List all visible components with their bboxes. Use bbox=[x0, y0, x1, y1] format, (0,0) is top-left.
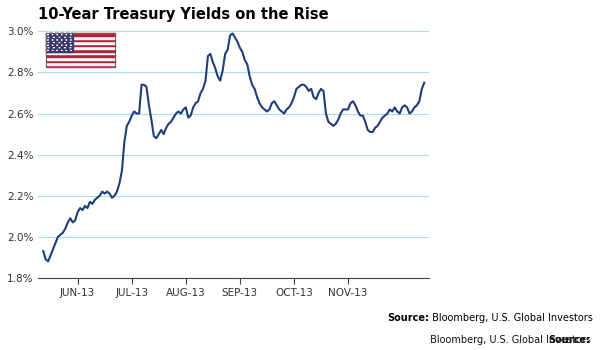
Bar bbox=[46, 38, 115, 41]
Bar bbox=[46, 34, 115, 67]
Bar bbox=[46, 44, 115, 47]
Bar bbox=[46, 65, 115, 67]
Bar bbox=[46, 52, 115, 54]
Text: Source:: Source: bbox=[548, 335, 590, 345]
Bar bbox=[46, 41, 115, 44]
Text: Source:: Source: bbox=[387, 313, 429, 323]
Bar bbox=[46, 47, 115, 49]
Text: 10-Year Treasury Yields on the Rise: 10-Year Treasury Yields on the Rise bbox=[38, 7, 329, 22]
Bar bbox=[46, 54, 115, 57]
Text: Bloomberg, U.S. Global Investors: Bloomberg, U.S. Global Investors bbox=[427, 335, 591, 345]
Bar bbox=[46, 49, 115, 52]
Bar bbox=[46, 34, 73, 52]
Bar bbox=[46, 62, 115, 65]
Text: Source: Bloomberg, U.S. Global Investors: Source: Bloomberg, U.S. Global Investors bbox=[0, 349, 1, 350]
Bar bbox=[46, 57, 115, 60]
Text: Bloomberg, U.S. Global Investors: Bloomberg, U.S. Global Investors bbox=[429, 313, 593, 323]
Bar bbox=[46, 60, 115, 62]
Bar bbox=[46, 34, 115, 36]
Bar bbox=[46, 36, 115, 38]
